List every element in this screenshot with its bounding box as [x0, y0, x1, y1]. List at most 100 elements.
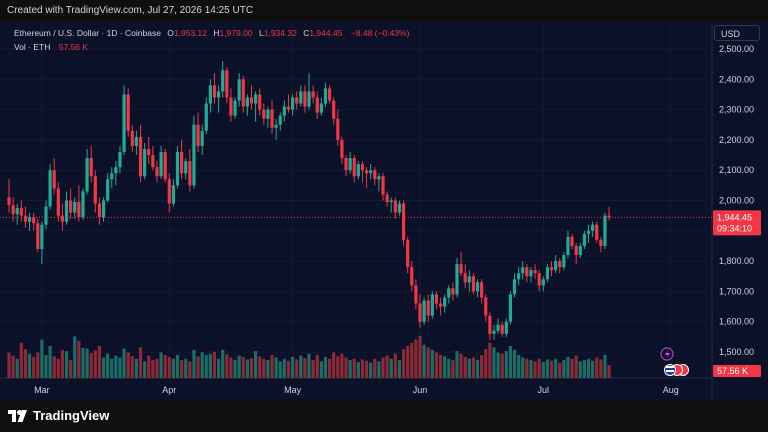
candle-body[interactable] [336, 118, 340, 140]
candle-body[interactable] [348, 158, 352, 171]
candle-body[interactable] [44, 206, 48, 225]
candle-body[interactable] [545, 267, 550, 280]
candle-body[interactable] [184, 161, 188, 174]
candle-body[interactable] [315, 97, 319, 113]
candle-body[interactable] [381, 176, 385, 195]
candle-body[interactable] [212, 85, 217, 98]
candle-body[interactable] [360, 164, 365, 171]
candle-body[interactable] [138, 136, 143, 177]
candle-body[interactable] [286, 106, 291, 110]
candle-body[interactable] [11, 205, 15, 215]
candle-body[interactable] [599, 239, 603, 246]
candle-body[interactable] [541, 279, 545, 286]
candle-body[interactable] [578, 245, 582, 256]
candle-body[interactable] [60, 215, 65, 222]
candle-body[interactable] [233, 100, 237, 116]
candle-body[interactable] [180, 152, 184, 174]
candle-body[interactable] [521, 267, 525, 274]
candle-body[interactable] [467, 276, 471, 283]
candle-body[interactable] [208, 85, 212, 104]
candle-body[interactable] [364, 170, 369, 174]
candle-body[interactable] [48, 170, 52, 207]
candle-body[interactable] [401, 203, 406, 240]
candle-body[interactable] [463, 273, 467, 283]
candle-body[interactable] [582, 233, 586, 246]
candle-body[interactable] [586, 230, 591, 234]
candle-body[interactable] [422, 300, 426, 322]
tradingview-logo[interactable]: TradingView [8, 408, 109, 423]
candle-body[interactable] [369, 170, 373, 174]
candle-body[interactable] [344, 158, 348, 171]
candle-body[interactable] [221, 70, 225, 92]
candle-body[interactable] [85, 158, 89, 192]
candle-body[interactable] [574, 245, 578, 256]
candle-body[interactable] [270, 109, 274, 128]
candle-body[interactable] [434, 294, 439, 304]
candle-body[interactable] [196, 124, 200, 146]
candle-body[interactable] [237, 79, 241, 101]
candle-body[interactable] [155, 167, 159, 177]
candle-body[interactable] [529, 270, 533, 277]
candle-body[interactable] [15, 208, 19, 215]
candle-body[interactable] [451, 288, 455, 295]
candle-body[interactable] [295, 97, 299, 104]
candle-body[interactable] [430, 294, 434, 316]
candle-body[interactable] [262, 109, 266, 119]
candle-body[interactable] [188, 161, 192, 186]
candle-body[interactable] [225, 70, 229, 98]
candle-body[interactable] [488, 315, 492, 334]
candle-body[interactable] [89, 158, 93, 177]
candle-body[interactable] [426, 300, 430, 316]
candle-body[interactable] [114, 167, 118, 174]
candle-body[interactable] [475, 282, 480, 292]
candle-body[interactable] [23, 215, 28, 222]
candle-body[interactable] [143, 148, 147, 177]
candle-body[interactable] [56, 188, 60, 216]
candle-body[interactable] [110, 173, 114, 180]
candle-body[interactable] [455, 264, 459, 295]
candle-body[interactable] [151, 155, 155, 168]
candle-body[interactable] [40, 224, 44, 249]
candle-body[interactable] [496, 324, 500, 331]
candle-body[interactable] [500, 324, 504, 334]
candle-body[interactable] [410, 267, 414, 286]
candle-body[interactable] [570, 236, 574, 246]
candle-body[interactable] [562, 255, 566, 268]
candle-body[interactable] [122, 94, 126, 153]
candle-body[interactable] [171, 185, 175, 204]
candle-body[interactable] [393, 200, 397, 213]
candle-body[interactable] [101, 200, 106, 218]
candle-body[interactable] [163, 152, 167, 180]
candle-body[interactable] [504, 321, 508, 334]
candle-body[interactable] [471, 276, 476, 292]
candle-body[interactable] [356, 164, 360, 177]
candle-body[interactable] [352, 158, 356, 177]
candle-body[interactable] [525, 267, 529, 277]
candle-body[interactable] [254, 94, 258, 104]
candle-body[interactable] [418, 303, 422, 322]
candle-body[interactable] [7, 197, 11, 206]
candle-body[interactable] [484, 297, 488, 316]
candle-body[interactable] [385, 194, 389, 203]
candle-body[interactable] [340, 139, 344, 159]
candle-body[interactable] [459, 264, 463, 274]
candle-body[interactable] [492, 330, 496, 334]
candle-body[interactable] [533, 270, 537, 274]
candle-body[interactable] [554, 261, 558, 271]
candle-body[interactable] [229, 97, 233, 116]
candle-body[interactable] [241, 79, 245, 107]
candle-body[interactable] [118, 152, 122, 168]
candle-body[interactable] [406, 239, 410, 268]
candle-body[interactable] [258, 94, 262, 110]
candle-body[interactable] [595, 224, 599, 240]
candle-body[interactable] [377, 176, 381, 180]
candle-body[interactable] [81, 191, 85, 218]
candle-body[interactable] [447, 288, 451, 298]
candle-body[interactable] [52, 170, 56, 189]
candle-body[interactable] [443, 297, 447, 307]
candle-body[interactable] [249, 97, 254, 104]
candle-body[interactable] [327, 88, 332, 101]
candle-body[interactable] [299, 91, 303, 104]
candle-body[interactable] [134, 136, 139, 146]
candle-body[interactable] [69, 200, 73, 213]
